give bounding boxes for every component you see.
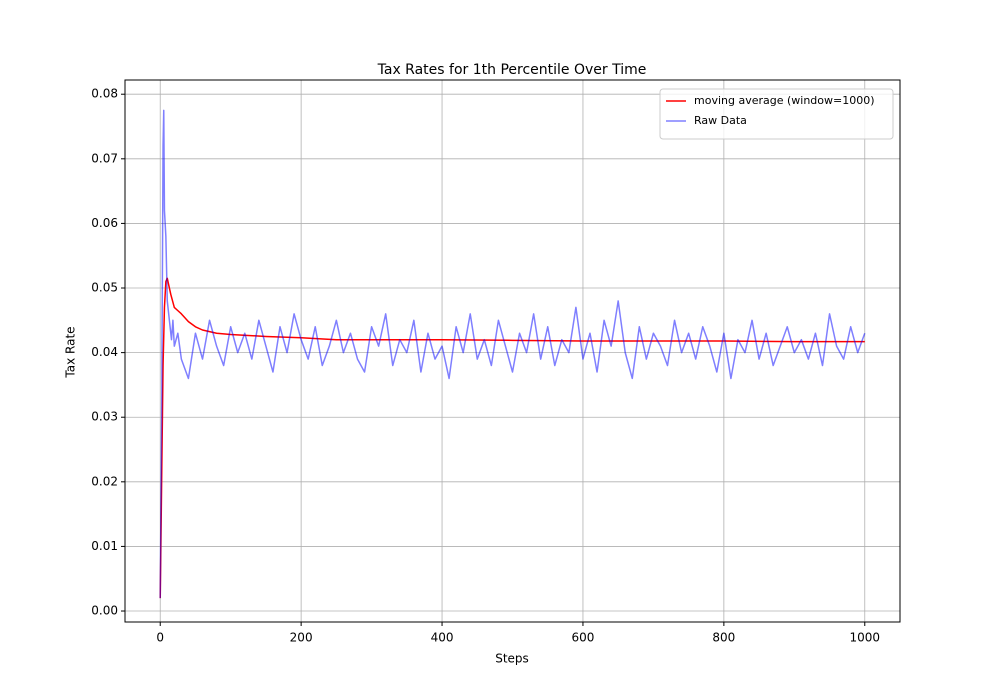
legend-label: Raw Data <box>694 114 747 127</box>
y-tick-label: 0.02 <box>91 474 118 488</box>
y-tick-label: 0.05 <box>91 281 118 295</box>
y-tick-label: 0.03 <box>91 410 118 424</box>
y-tick-label: 0.07 <box>91 151 118 165</box>
legend-label: moving average (window=1000) <box>694 94 875 107</box>
y-tick-label: 0.01 <box>91 539 118 553</box>
y-tick-label: 0.00 <box>91 604 118 618</box>
x-tick-label: 0 <box>156 631 164 645</box>
chart-title: Tax Rates for 1th Percentile Over Time <box>377 62 647 78</box>
y-tick-label: 0.06 <box>91 216 118 230</box>
plot-frame <box>124 79 901 623</box>
x-tick-label: 1000 <box>849 631 880 645</box>
x-tick-label: 200 <box>290 631 313 645</box>
data-line <box>159 277 865 599</box>
legend: moving average (window=1000) Raw Data <box>659 88 894 140</box>
x-tick-label: 400 <box>431 631 454 645</box>
y-axis-label: Tax Rate <box>64 326 78 378</box>
x-tick-label: 600 <box>572 631 595 645</box>
x-axis-label: Steps <box>495 652 529 666</box>
legend-box <box>659 88 894 140</box>
y-tick-label: 0.08 <box>91 87 118 101</box>
x-tick-label: 800 <box>712 631 735 645</box>
y-tick-label: 0.04 <box>91 345 118 359</box>
data-line <box>159 109 866 599</box>
